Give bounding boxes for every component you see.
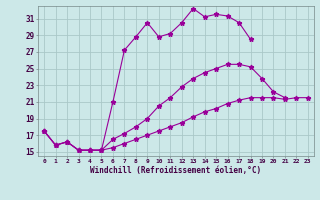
X-axis label: Windchill (Refroidissement éolien,°C): Windchill (Refroidissement éolien,°C) — [91, 166, 261, 175]
